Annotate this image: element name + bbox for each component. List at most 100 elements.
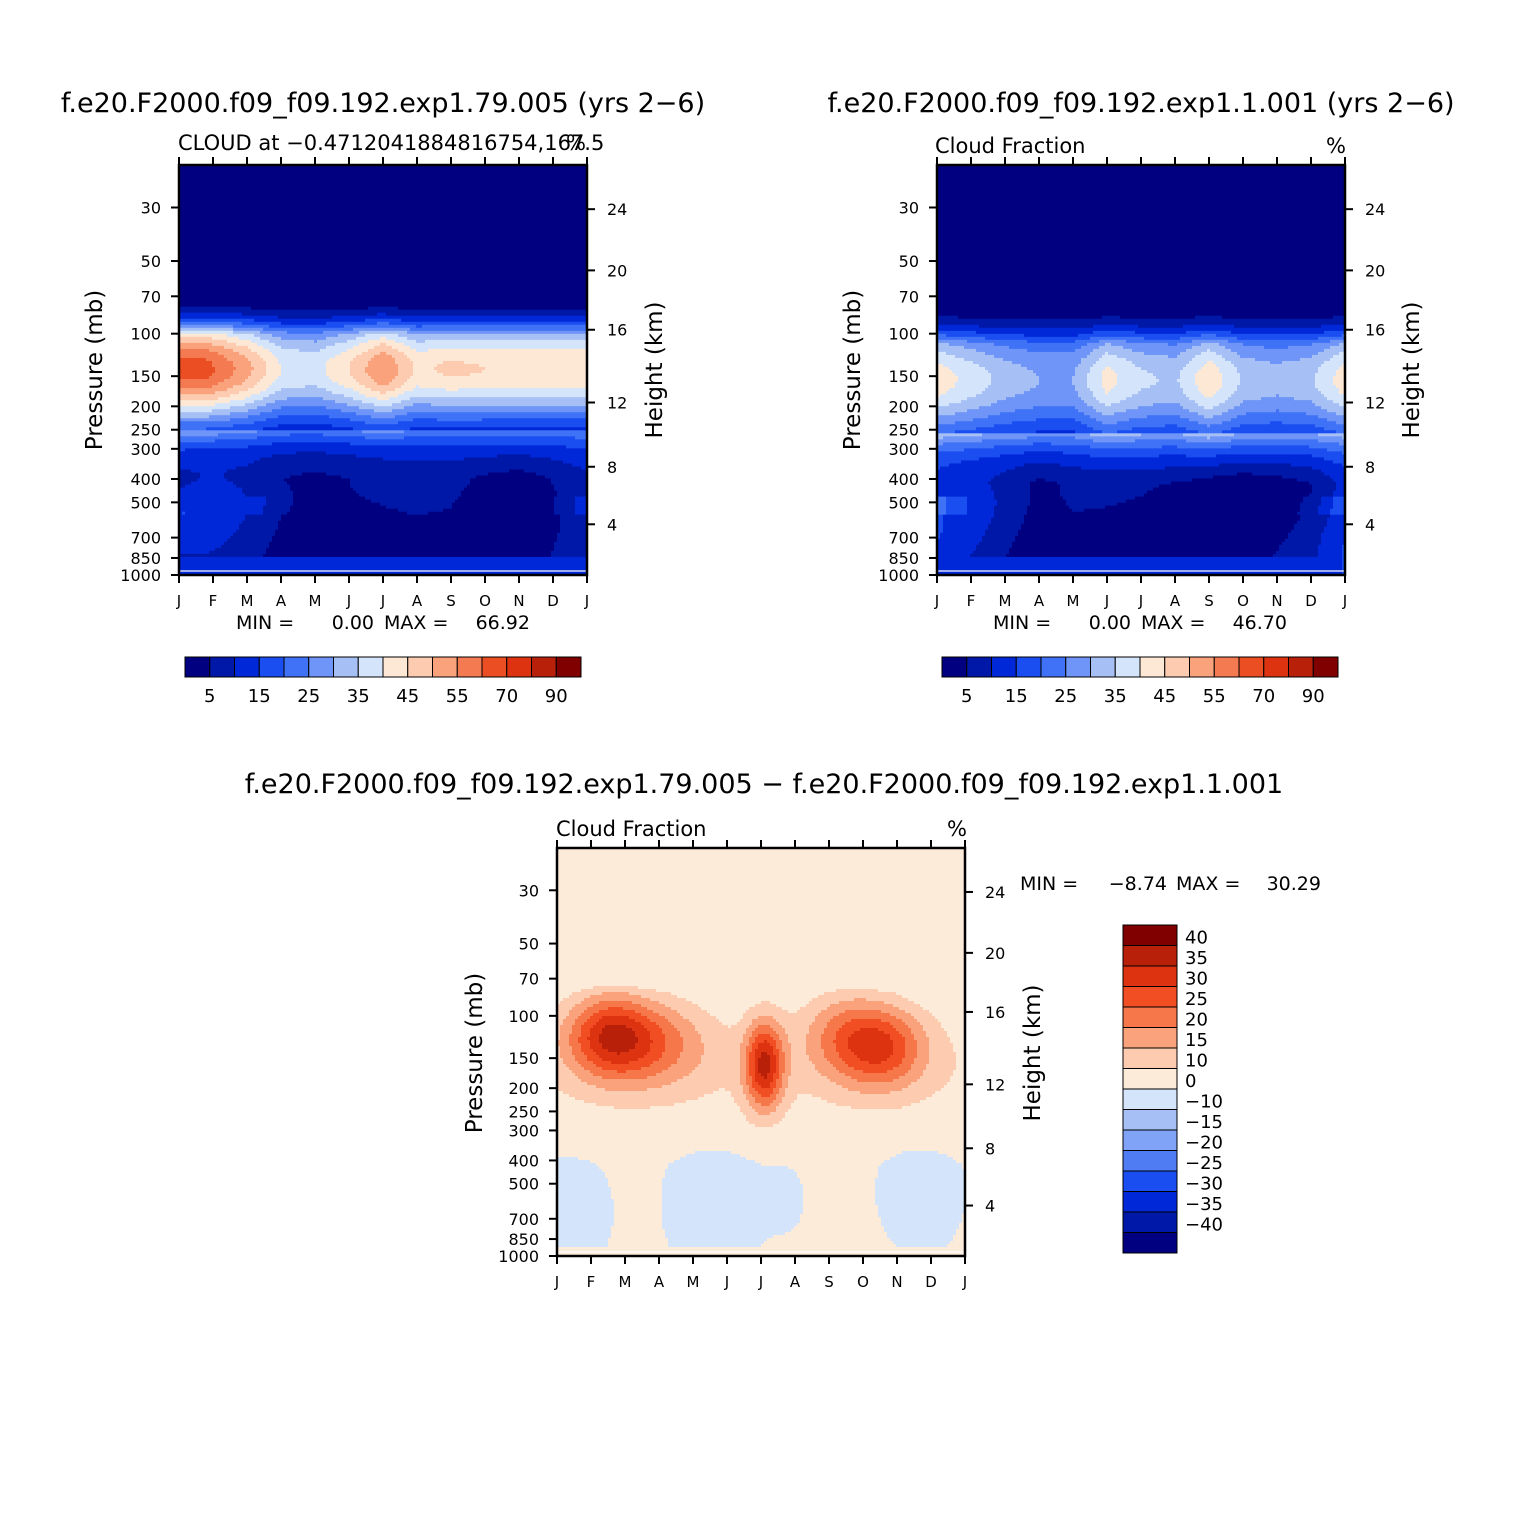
panel-2-contour-cell [937, 385, 956, 389]
panel-2-contour-cell [1216, 351, 1238, 356]
colorbar-label: −30 [1185, 1174, 1223, 1195]
panel-2-contour-cell [937, 439, 983, 443]
panel-1-contour-cell [317, 385, 345, 389]
panel-3-contour-cell [887, 1235, 954, 1239]
panel-3: f.e20.F2000.f09_f09.192.exp1.79.005 − f.… [245, 769, 1321, 1291]
panel-3-contour-cell [785, 1094, 798, 1098]
panel-3-contour-cell [557, 1100, 585, 1104]
panel-1-contour-cell [335, 400, 363, 404]
panel-3-contour-cell [557, 872, 965, 876]
panel-2-contour-cell [979, 406, 1034, 410]
panel-3-contour-cell [782, 1007, 801, 1011]
colorbar-label: 5 [961, 686, 972, 707]
panel-3-contour-cell [878, 1169, 965, 1173]
panel-1-contour-cell [179, 511, 183, 516]
panel-2-contour-cell [937, 454, 1001, 459]
panel-1-contour-cell [179, 330, 234, 335]
panel-3-contour-cell [671, 1022, 693, 1026]
panel-3-contour-cell [644, 1055, 663, 1059]
panel-2-contour-cell [1072, 508, 1085, 513]
panel-3-contour-cell [752, 1046, 759, 1050]
panel-2-contour-cell [979, 363, 1022, 368]
panel-3-contour-cell [893, 1079, 918, 1083]
panel-2-contour-cell [1186, 394, 1205, 398]
panel-1-contour-cell [251, 363, 267, 368]
panel-3-contour-cell [740, 1109, 756, 1113]
panel-3-contour-cell [668, 1241, 765, 1245]
panel-2-contour-cell [1297, 478, 1334, 483]
panel-2-contour-cell [1297, 511, 1319, 516]
panel-3-contour-cell [800, 1007, 828, 1011]
panel-1-contour-cell [557, 538, 587, 543]
panel-3-contour-cell [761, 1103, 771, 1107]
panel-1-contour-cell [266, 363, 282, 368]
panel-3-contour-cell [557, 1082, 588, 1086]
panel-3-contour-cell [749, 1091, 759, 1095]
panel-3-contour-cell [602, 992, 630, 996]
panel-2-title: f.e20.F2000.f09_f09.192.exp1.1.001 (yrs … [827, 88, 1454, 119]
panel-1-contour-cell [179, 448, 186, 452]
x-tick-label: J [934, 592, 939, 610]
panel-2-contour-cell [1180, 382, 1196, 386]
panel-1-contour-cell [392, 354, 408, 359]
panel-2-contour-cell [1318, 505, 1334, 510]
panel-3-contour-cell [764, 1076, 768, 1080]
panel-3-contour-cell [797, 1094, 813, 1098]
colorbar-label: 35 [1185, 948, 1208, 969]
panel-2-contour-cell [1342, 451, 1345, 456]
panel-2-contour-cell [991, 484, 1031, 489]
panel-1-contour-cell [356, 379, 375, 383]
panel-2-contour-cell [1342, 565, 1345, 570]
panel-3-contour-cell [674, 1103, 738, 1107]
panel-2-contour-cell [1102, 373, 1118, 377]
panel-3-contour-cell [662, 1193, 804, 1197]
panel-1-contour-cell [326, 451, 587, 456]
panel-2-contour-cell [937, 457, 980, 462]
panel-1-contour-cell [242, 487, 291, 492]
panel-1-contour-cell [293, 493, 360, 498]
panel-3-contour-cell [557, 965, 965, 969]
panel-3-contour-cell [665, 1043, 684, 1047]
panel-1-contour-cell [350, 370, 366, 374]
panel-3-contour-cell [842, 1058, 861, 1062]
panel-2-contour-cell [1036, 418, 1076, 422]
panel-2-contour-cell [1213, 415, 1238, 419]
panel-3-contour-cell [896, 1244, 948, 1248]
panel-1-contour-cell [386, 391, 405, 395]
panel-3-contour-cell [563, 1019, 576, 1023]
panel-1-contour-cell [386, 342, 405, 347]
panel-3-contour-cell [878, 1166, 963, 1170]
panel-2-contour-cell [985, 388, 1031, 392]
panel-1-contour-cell [278, 526, 561, 531]
panel-3-contour-cell [662, 1184, 804, 1188]
panel-2-contour-cell [1192, 345, 1226, 350]
panel-1-contour-cell [260, 336, 282, 341]
panel-2-contour-cell [1081, 357, 1100, 362]
panel-1-contour-cell [395, 388, 414, 392]
panel-3-contour-cell [788, 1037, 807, 1041]
panel-3-contour-cell [641, 1022, 657, 1026]
panel-1-contour-cell [251, 373, 267, 377]
panel-3-contour-cell [557, 1175, 606, 1179]
panel-2-contour-cell [937, 183, 1345, 187]
panel-3-contour-cell [629, 1049, 651, 1053]
panel-1-contour-cell [389, 397, 411, 401]
panel-1-contour-cell [182, 511, 186, 516]
panel-2-contour-cell [1303, 496, 1322, 501]
panel-3-contour-cell [740, 1055, 747, 1059]
panel-2-contour-cell [937, 547, 977, 552]
panel-1-contour-cell [365, 394, 399, 398]
panel-3-contour-cell [566, 1064, 582, 1068]
panel-2-contour-cell [1090, 351, 1106, 356]
panel-3-contour-cell [791, 1043, 807, 1047]
panel-1-contour-cell [230, 535, 273, 540]
panel-1-contour-cell [413, 388, 447, 392]
panel-3-contour-cell [557, 992, 573, 996]
panel-1-contour-cell [200, 472, 225, 477]
panel-1-contour-cell [344, 385, 366, 389]
panel-2-contour-cell [1021, 363, 1079, 368]
panel-1-contour-cell [581, 466, 587, 471]
panel-3-contour-cell [557, 1190, 612, 1194]
panel-3-contour-cell [929, 1061, 957, 1065]
panel-1-contour-cell [362, 351, 381, 356]
